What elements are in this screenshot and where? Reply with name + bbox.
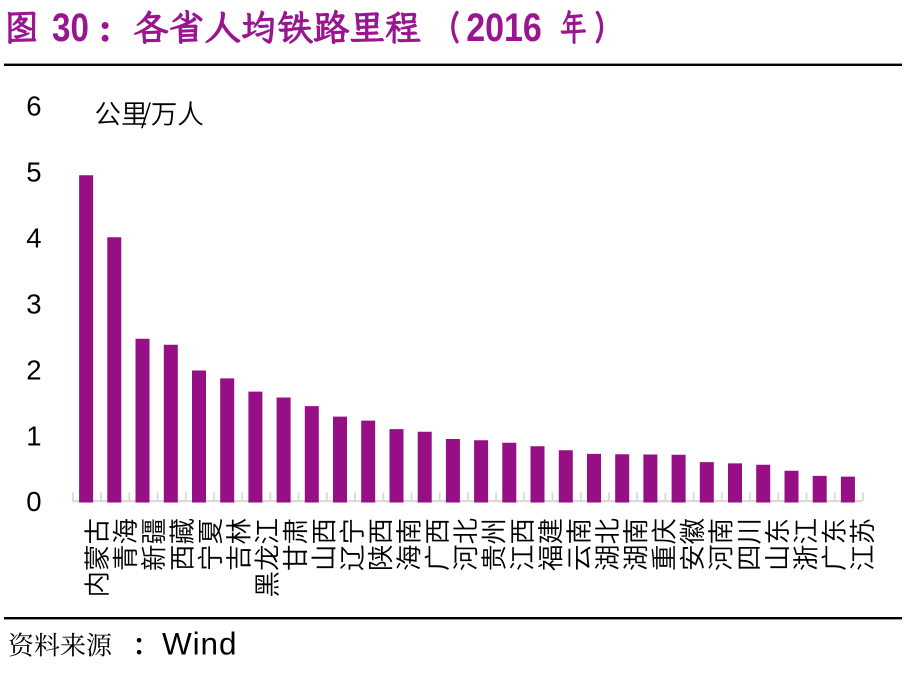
svg-text:4: 4 bbox=[26, 223, 41, 254]
svg-text:1: 1 bbox=[26, 420, 41, 451]
svg-text:2: 2 bbox=[26, 354, 41, 385]
svg-text:0: 0 bbox=[26, 486, 41, 517]
svg-text:2016: 2016 bbox=[466, 6, 542, 50]
svg-text:5: 5 bbox=[26, 157, 41, 188]
svg-text:3: 3 bbox=[26, 288, 41, 319]
svg-text:6: 6 bbox=[26, 91, 41, 122]
svg-text:30: 30 bbox=[52, 6, 89, 50]
svg-text:Wind: Wind bbox=[162, 626, 237, 662]
